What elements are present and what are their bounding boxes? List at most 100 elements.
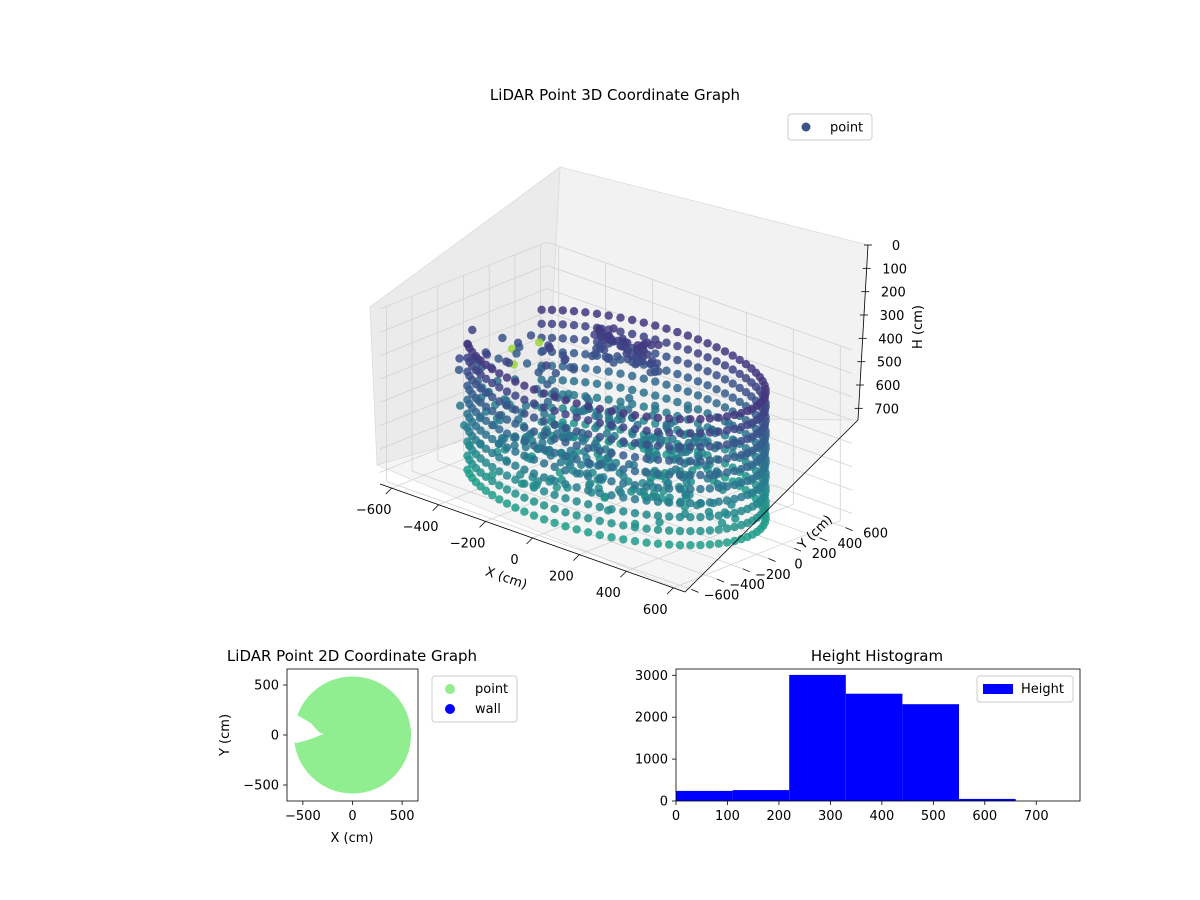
point-3d — [642, 538, 651, 547]
point-3d — [675, 484, 685, 494]
point-3d — [572, 441, 581, 450]
point-3d — [681, 490, 690, 499]
point-3d — [529, 413, 539, 422]
point-3d — [728, 365, 737, 374]
point-3d — [675, 526, 685, 536]
point-3d — [642, 468, 651, 477]
point-3d — [468, 325, 477, 335]
y-tick-label-hist: 2000 — [635, 711, 668, 726]
point-3d — [539, 417, 549, 426]
point-3d — [604, 367, 613, 376]
point-3d — [502, 357, 511, 366]
point-3d — [545, 343, 554, 352]
point-3d — [595, 502, 604, 512]
point-3d — [558, 376, 567, 385]
point-3d — [581, 308, 590, 317]
point-3d — [714, 441, 723, 450]
point-3d — [665, 484, 674, 493]
histogram-chart: Height Histogram 0 100 200 300 400 500 600 7000… — [635, 647, 1081, 824]
plot-frame-histogram — [675, 668, 1081, 802]
point-3d — [714, 413, 723, 422]
point-3d — [481, 430, 491, 439]
point-3d — [720, 403, 730, 412]
point-3d — [604, 395, 613, 404]
point-3d — [630, 425, 640, 434]
x-tick-label-hist: 0 — [672, 809, 680, 824]
point-3d — [502, 499, 512, 508]
point-3d — [639, 332, 648, 341]
histogram-bar — [732, 790, 790, 801]
point-3d — [601, 352, 610, 361]
point-3d — [628, 329, 637, 339]
chart2d-title: LiDAR Point 2D Coordinate Graph — [227, 647, 477, 665]
point-3d — [520, 423, 529, 432]
point-3d — [662, 394, 671, 403]
z-tick-label: 0 — [892, 239, 900, 254]
point-3d — [668, 434, 677, 444]
legend-label-point-2d: point — [475, 682, 508, 697]
point-3d — [696, 456, 705, 466]
point-3d — [561, 522, 570, 531]
point-3d — [566, 446, 575, 455]
x-tick-label-2d: 500 — [390, 809, 415, 824]
point-3d — [737, 478, 746, 488]
point-3d — [705, 498, 715, 507]
point-3d — [665, 414, 674, 423]
point-3d — [550, 504, 559, 514]
point-3d — [639, 388, 648, 397]
point-3d — [737, 506, 746, 516]
point-3d — [502, 373, 512, 382]
point-3d — [529, 427, 539, 436]
point-3d — [686, 415, 695, 424]
histogram-bar — [902, 704, 959, 801]
point-3d — [651, 321, 660, 330]
point-3d — [584, 416, 593, 425]
y-tick-label-hist: 0 — [660, 795, 668, 810]
point-3d — [547, 305, 557, 315]
point-3d — [581, 378, 590, 387]
point-3d — [720, 361, 730, 370]
point-3d — [520, 409, 529, 418]
point-3d — [696, 428, 705, 438]
point-3d — [502, 401, 512, 410]
point-3d — [623, 346, 633, 355]
point-3d — [630, 523, 640, 532]
point-3d — [607, 533, 616, 542]
point-3d — [619, 535, 628, 544]
point-3d — [488, 392, 497, 402]
point-3d — [686, 513, 695, 522]
point-3d — [558, 334, 567, 343]
point-3d — [675, 414, 685, 424]
point-3d — [454, 365, 464, 375]
point-3d — [488, 462, 497, 472]
point-3d — [720, 389, 730, 398]
chart3d-title: LiDAR Point 3D Coordinate Graph — [490, 86, 740, 104]
point-3d — [550, 420, 559, 430]
point-3d — [720, 347, 730, 356]
point-3d — [630, 481, 640, 490]
point-3d — [547, 413, 556, 422]
point-3d — [529, 469, 539, 478]
point-3d — [488, 420, 497, 430]
x-tick-mark — [666, 587, 674, 595]
point-3d — [511, 447, 520, 456]
y-axis-line — [684, 419, 859, 593]
x-axis-label-3d: X (cm) — [483, 565, 529, 593]
x-tick-label-hist: 700 — [1024, 809, 1049, 824]
point-3d — [539, 487, 549, 496]
x-tick-label: 400 — [596, 586, 621, 601]
z-tick-label: 700 — [874, 402, 899, 417]
point-3d — [722, 468, 732, 477]
point-3d — [619, 409, 628, 418]
point-3d — [633, 341, 642, 350]
point-3d — [675, 442, 685, 452]
x-tick-mark — [385, 487, 393, 495]
point-3d — [683, 345, 693, 354]
point-3d — [730, 536, 739, 546]
x-tick-label: 200 — [549, 570, 574, 585]
y-tick-mark — [845, 527, 853, 531]
point-3d — [529, 441, 539, 450]
scatter2d-chart: LiDAR Point 2D Coordinate Graph −500 0 500… — [218, 647, 518, 846]
point-3d — [712, 385, 721, 394]
point-3d — [556, 458, 565, 467]
